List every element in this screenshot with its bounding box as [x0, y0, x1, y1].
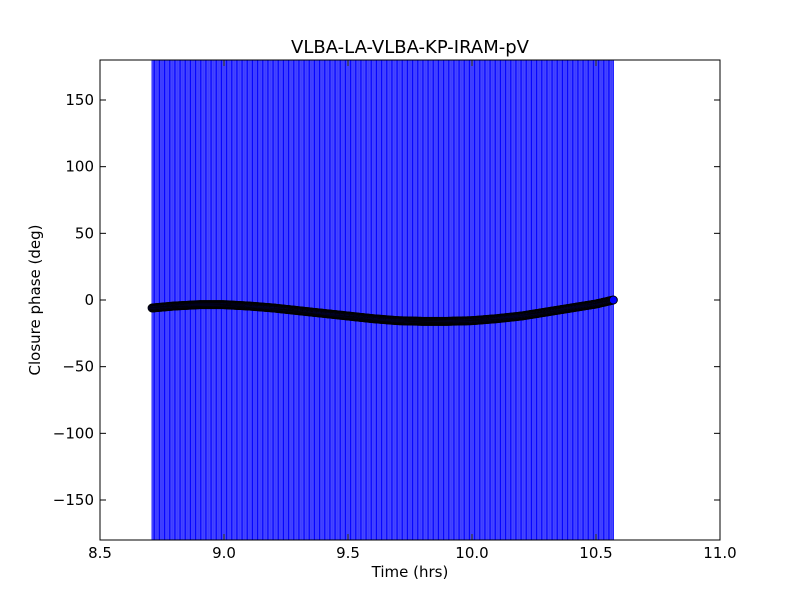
y-axis-label: Closure phase (deg)	[26, 225, 44, 376]
y-tick-label: −150	[53, 491, 94, 509]
error-bars	[151, 60, 614, 540]
y-axis: −150 −100 −50 0 50 100 150	[53, 91, 720, 509]
x-axis: 8.5 9.0 9.5 10.0 10.5 11.0	[88, 60, 737, 562]
y-tick-label: 0	[84, 291, 94, 309]
data-points	[147, 295, 618, 326]
x-tick-label: 9.0	[212, 544, 236, 562]
x-tick-label: 10.5	[579, 544, 612, 562]
y-tick-label: 100	[65, 158, 94, 176]
x-axis-label: Time (hrs)	[371, 563, 449, 581]
chart-title: VLBA-LA-VLBA-KP-IRAM-pV	[291, 37, 530, 58]
x-tick-label: 10.0	[455, 544, 488, 562]
data-point	[608, 295, 618, 305]
y-tick-label: 150	[65, 91, 94, 109]
x-tick-label: 9.5	[336, 544, 360, 562]
y-tick-label: 50	[75, 224, 94, 242]
x-tick-label: 8.5	[88, 544, 112, 562]
y-tick-label: −50	[62, 358, 94, 376]
y-tick-label: −100	[53, 424, 94, 442]
x-tick-label: 11.0	[703, 544, 736, 562]
